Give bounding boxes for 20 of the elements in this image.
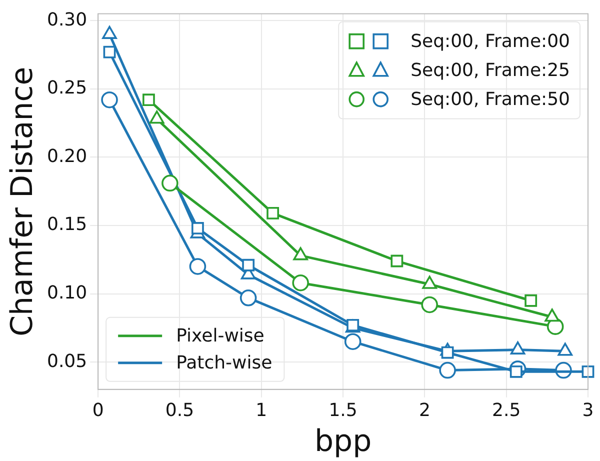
y-tick-label: 0.25 [47,78,88,99]
legend-label: Seq:00, Frame:00 [410,30,570,52]
y-axis-title: Chamfer Distance [4,66,40,336]
legend-label: Seq:00, Frame:50 [410,88,570,110]
y-tick-label: 0.10 [47,282,88,304]
y-tick-label: 0.20 [47,146,88,167]
x-tick-label: 0 [92,400,104,421]
annotation: Pixel-wise [176,326,264,347]
x-tick-label: 2.5 [492,400,521,421]
x-tick-label: 1 [256,400,268,421]
y-tick-label: 0.30 [47,9,88,30]
y-tick-label: 0.15 [47,214,88,236]
y-tick-label: 0.05 [47,350,88,372]
x-tick-label: 2 [418,400,430,421]
annotation: Patch-wise [176,352,272,374]
x-tick-label: 1.5 [328,400,358,421]
legend-label: Seq:00, Frame:25 [410,60,570,81]
x-axis-title: bpp [314,424,372,459]
x-tick-label: 0.5 [165,400,194,421]
x-tick-label: 3 [582,400,594,421]
